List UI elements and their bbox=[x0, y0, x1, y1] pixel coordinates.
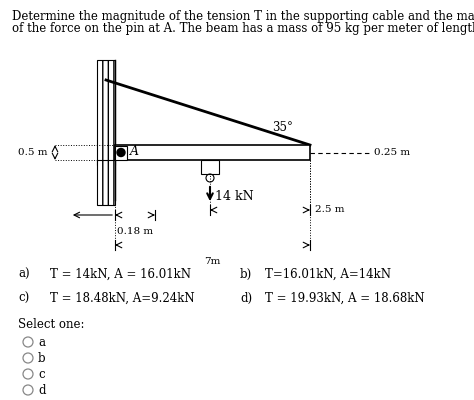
Text: a): a) bbox=[18, 268, 29, 281]
Text: T = 19.93kN, A = 18.68kN: T = 19.93kN, A = 18.68kN bbox=[265, 292, 425, 305]
Circle shape bbox=[117, 148, 125, 156]
Text: c: c bbox=[38, 368, 45, 380]
Text: Determine the magnitude of the tension T in the supporting cable and the magnitu: Determine the magnitude of the tension T… bbox=[12, 10, 474, 23]
Text: a: a bbox=[38, 336, 45, 348]
Text: A: A bbox=[130, 145, 139, 158]
Bar bbox=[97, 60, 115, 165]
Text: b): b) bbox=[240, 268, 252, 281]
Text: 0.5 m: 0.5 m bbox=[18, 148, 48, 157]
Text: 14 kN: 14 kN bbox=[215, 190, 254, 202]
Text: T=16.01kN, A=14kN: T=16.01kN, A=14kN bbox=[265, 268, 391, 281]
Text: d): d) bbox=[240, 292, 252, 305]
Text: 7m: 7m bbox=[204, 257, 221, 266]
Bar bbox=[115, 146, 127, 160]
Text: Select one:: Select one: bbox=[18, 318, 84, 331]
Text: d: d bbox=[38, 384, 46, 396]
Text: b: b bbox=[38, 352, 46, 364]
Text: 2.5 m: 2.5 m bbox=[315, 206, 345, 214]
Text: 0.18 m: 0.18 m bbox=[117, 227, 153, 236]
Text: T = 18.48kN, A=9.24kN: T = 18.48kN, A=9.24kN bbox=[50, 292, 195, 305]
Text: c): c) bbox=[18, 292, 29, 305]
Text: 35°: 35° bbox=[272, 121, 293, 134]
Text: 0.25 m: 0.25 m bbox=[374, 148, 410, 157]
Bar bbox=[201, 160, 219, 174]
Text: T = 14kN, A = 16.01kN: T = 14kN, A = 16.01kN bbox=[50, 268, 191, 281]
Bar bbox=[97, 160, 115, 205]
Text: of the force on the pin at A. The beam has a mass of 95 kg per meter of length.: of the force on the pin at A. The beam h… bbox=[12, 22, 474, 35]
Bar bbox=[115, 145, 310, 160]
